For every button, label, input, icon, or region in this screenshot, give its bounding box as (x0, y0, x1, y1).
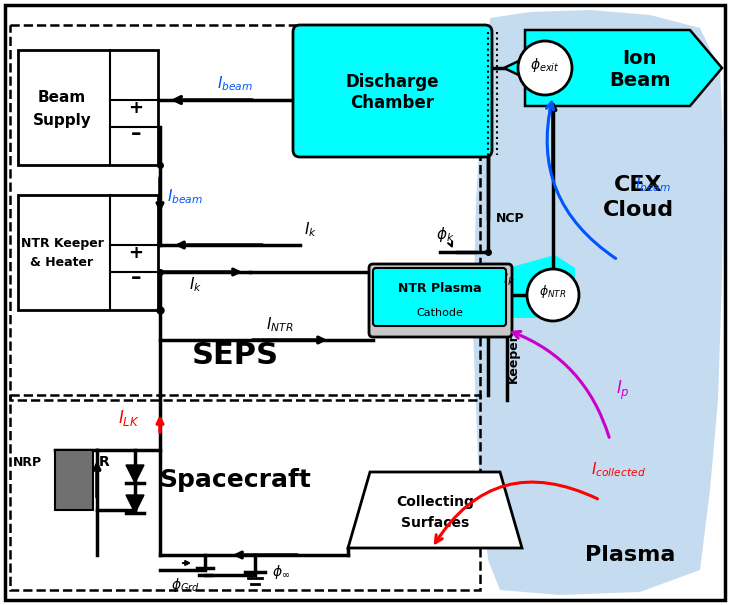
Text: $I_{beam}$: $I_{beam}$ (635, 175, 671, 194)
FancyBboxPatch shape (293, 25, 492, 157)
Text: SEPS: SEPS (191, 341, 279, 370)
Text: NTR Keeper: NTR Keeper (20, 237, 104, 249)
Text: R: R (99, 455, 110, 469)
Text: $I_{beam}$: $I_{beam}$ (167, 188, 203, 206)
Text: Beam: Beam (610, 71, 671, 90)
Text: $I_{collected}$: $I_{collected}$ (591, 460, 645, 479)
Text: $I_k$: $I_k$ (188, 276, 201, 295)
Text: $\phi_k$: $\phi_k$ (436, 226, 454, 244)
Circle shape (527, 269, 579, 321)
Circle shape (518, 41, 572, 95)
Text: +: + (128, 99, 144, 117)
Text: $I_k$: $I_k$ (503, 272, 515, 288)
Text: –: – (131, 124, 141, 144)
Text: $I_k$: $I_k$ (304, 221, 317, 240)
Text: Chamber: Chamber (350, 94, 434, 112)
Text: $I_p$: $I_p$ (616, 378, 630, 402)
Text: Surfaces: Surfaces (401, 516, 469, 530)
Text: NTR Plasma: NTR Plasma (398, 283, 482, 295)
Text: $\phi_{NTR}$: $\phi_{NTR}$ (539, 284, 566, 301)
Text: Spacecraft: Spacecraft (159, 468, 311, 492)
FancyBboxPatch shape (369, 264, 512, 337)
Bar (55, 450, 93, 510)
Polygon shape (508, 255, 575, 318)
Text: Cathode: Cathode (417, 308, 464, 318)
FancyBboxPatch shape (373, 268, 506, 326)
Text: Discharge: Discharge (345, 73, 439, 91)
Text: CEX: CEX (614, 175, 662, 195)
Text: $I_{LK}$: $I_{LK}$ (118, 408, 140, 428)
Text: Keeper: Keeper (507, 333, 520, 383)
Text: $\phi_{exit}$: $\phi_{exit}$ (530, 56, 560, 74)
Text: NRP: NRP (13, 456, 42, 468)
Text: NCP: NCP (496, 212, 524, 224)
Text: –: – (131, 268, 141, 288)
Text: Plasma: Plasma (585, 545, 675, 565)
Text: & Heater: & Heater (31, 257, 93, 269)
Text: Cloud: Cloud (602, 200, 674, 220)
Bar (10, 395, 480, 590)
Text: Collecting: Collecting (396, 495, 474, 509)
Text: +: + (128, 244, 144, 262)
Text: $\phi_{\infty}$: $\phi_{\infty}$ (272, 563, 290, 581)
Bar (18, 195, 158, 310)
Bar (10, 25, 480, 400)
Text: Ion: Ion (623, 48, 657, 68)
Polygon shape (348, 472, 522, 548)
Polygon shape (126, 495, 144, 513)
Text: Supply: Supply (33, 113, 91, 128)
Text: $I_{NTR}$: $I_{NTR}$ (266, 316, 293, 335)
Text: Beam: Beam (38, 91, 86, 105)
Bar (18, 50, 158, 165)
Polygon shape (504, 30, 722, 106)
Text: $I_{beam}$: $I_{beam}$ (217, 74, 253, 93)
Polygon shape (473, 10, 724, 595)
Polygon shape (126, 465, 144, 483)
Text: $\phi_{Grd}$: $\phi_{Grd}$ (171, 576, 199, 594)
